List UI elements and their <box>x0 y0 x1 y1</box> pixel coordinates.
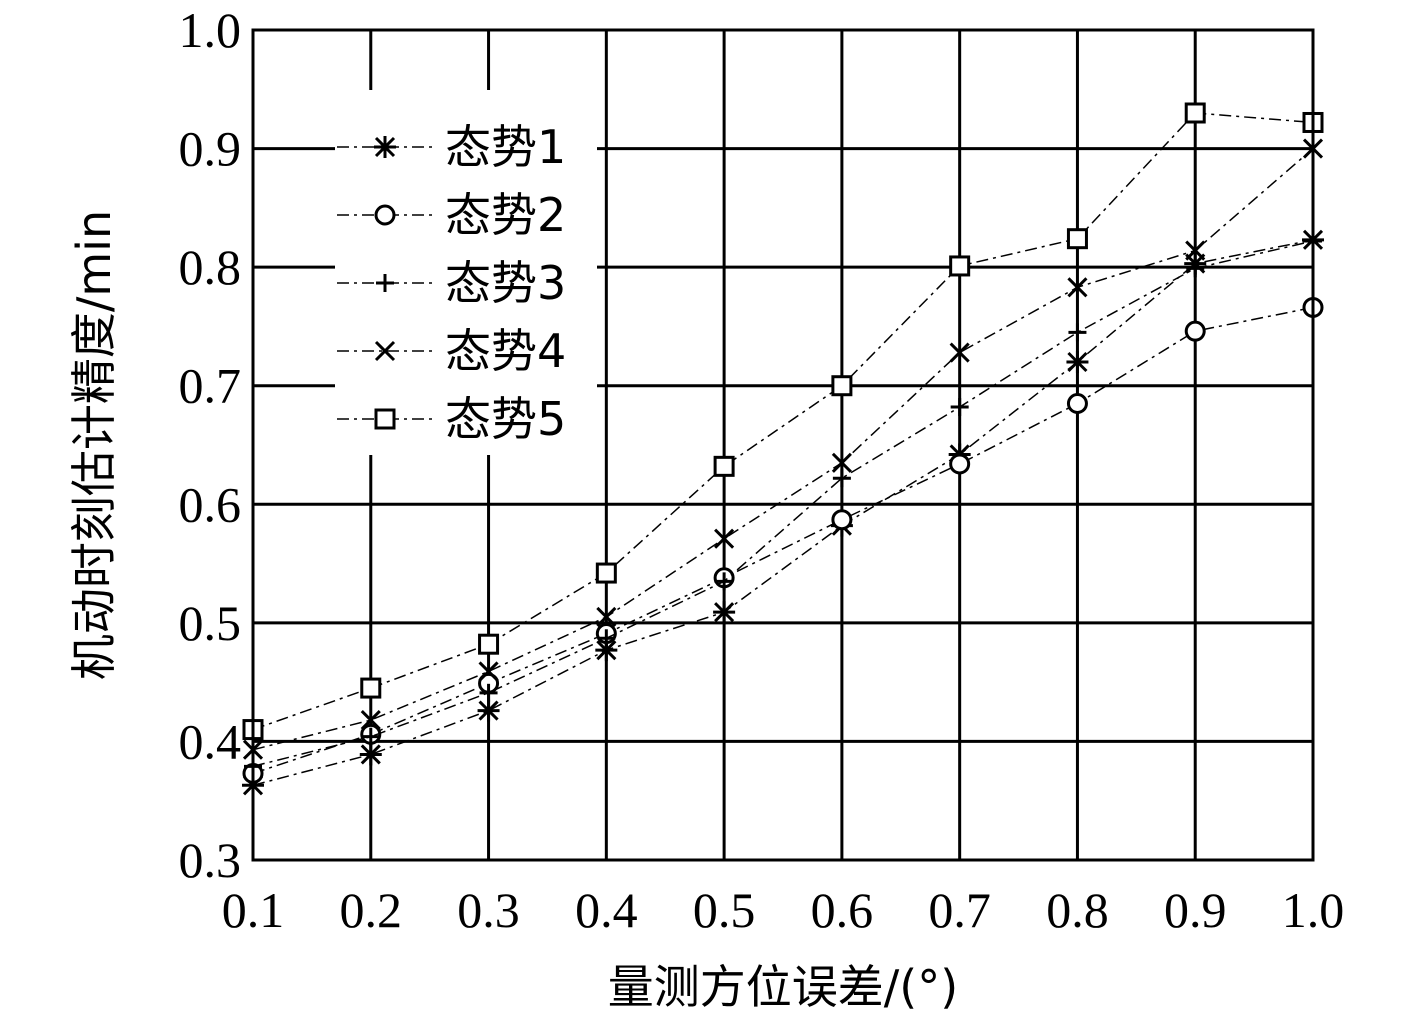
legend-item: 态势4 <box>337 324 566 378</box>
legend-marker <box>374 340 396 362</box>
y-axis-label: 机动时刻估计精度/min <box>67 210 121 680</box>
legend-marker <box>374 136 396 158</box>
series-line <box>252 239 1314 787</box>
series-5 <box>242 102 1324 741</box>
data-point <box>950 398 969 417</box>
data-point <box>1184 320 1206 342</box>
legend-marker <box>376 274 394 292</box>
x-axis-label: 量测方位误差/(°) <box>608 960 958 1014</box>
y-tick-label: 0.4 <box>179 713 242 769</box>
legend-marker <box>374 408 396 430</box>
data-point <box>1066 351 1089 373</box>
data-point <box>832 469 851 488</box>
data-point <box>715 572 734 591</box>
y-tick-label: 0.7 <box>179 358 242 414</box>
y-tick-label: 0.3 <box>179 832 242 888</box>
legend-label: 态势1 <box>445 120 566 174</box>
legend-item: 态势2 <box>337 188 566 242</box>
legend-marker <box>374 204 396 226</box>
data-point <box>478 661 499 682</box>
data-point <box>831 375 853 397</box>
x-tick-label: 0.9 <box>1164 882 1227 938</box>
data-point <box>597 629 616 648</box>
data-point <box>1067 277 1088 298</box>
data-point <box>1068 323 1087 342</box>
data-point <box>478 633 500 655</box>
data-point <box>714 528 735 549</box>
data-point <box>949 453 971 475</box>
series-line <box>252 240 1314 768</box>
data-point <box>1066 393 1088 414</box>
data-point <box>1185 240 1206 261</box>
data-point <box>1184 102 1206 124</box>
data-point <box>359 743 382 766</box>
x-tick-label: 0.3 <box>457 882 520 938</box>
x-tick-label: 1.0 <box>1282 882 1345 938</box>
data-point <box>713 455 735 477</box>
x-tick-label: 0.8 <box>1046 882 1109 938</box>
x-tick-label: 0.1 <box>222 882 285 938</box>
y-tick-label: 0.5 <box>179 595 242 651</box>
data-point <box>1186 259 1205 278</box>
legend-box <box>335 90 597 455</box>
data-point <box>595 562 617 584</box>
legend-item: 态势1 <box>337 120 566 174</box>
data-point <box>713 601 736 624</box>
tick-labels: 0.1 0.2 0.3 0.4 0.5 0.6 0.7 0.8 0.9 1.0 0.3 0.4 0.5 0… <box>179 2 1345 938</box>
data-point <box>831 452 852 473</box>
y-tick-label: 0.9 <box>179 121 242 177</box>
legend-label: 态势5 <box>445 392 566 446</box>
legend-label: 态势3 <box>445 256 566 310</box>
data-point <box>831 509 853 531</box>
y-tick-label: 1.0 <box>179 2 242 58</box>
x-tick-label: 0.4 <box>575 882 638 938</box>
y-tick-label: 0.8 <box>179 239 242 295</box>
y-tick-label: 0.6 <box>179 476 242 532</box>
data-point <box>949 255 971 277</box>
legend-item: 态势3 <box>337 256 566 310</box>
data-point <box>360 710 381 731</box>
data-point <box>360 677 382 699</box>
series-layer <box>242 102 1324 797</box>
data-point <box>479 683 498 702</box>
x-tick-label: 0.2 <box>340 882 403 938</box>
x-tick-label: 0.6 <box>811 882 874 938</box>
data-point <box>361 727 380 746</box>
legend-item: 态势5 <box>337 392 566 446</box>
x-tick-label: 0.5 <box>693 882 756 938</box>
data-point <box>949 342 970 363</box>
x-tick-label: 0.7 <box>928 882 991 938</box>
data-point <box>1066 228 1088 250</box>
series-line <box>252 306 1314 775</box>
series-line <box>252 148 1314 751</box>
legend-label: 态势4 <box>445 324 566 378</box>
legend-label: 态势2 <box>445 188 566 242</box>
data-point <box>596 606 617 627</box>
plot-frame <box>251 28 1315 862</box>
series-line <box>252 112 1314 731</box>
data-point <box>477 699 500 722</box>
legend: 态势1 态势2 态势3 态势4 态势5 <box>335 90 597 455</box>
